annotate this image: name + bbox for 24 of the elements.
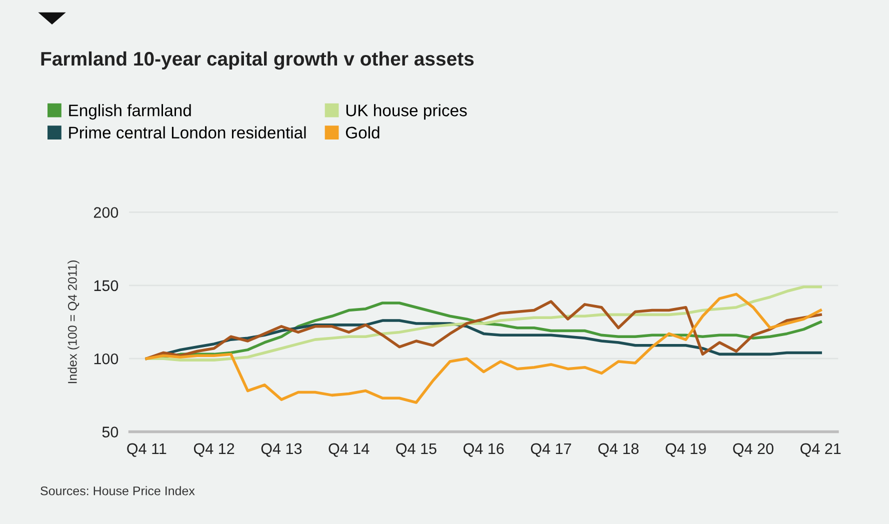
y-tick-label: 100 (94, 353, 118, 364)
y-tick-label: 50 (102, 426, 118, 438)
x-tick-label: Q4 20 (733, 443, 774, 457)
y-axis-title: Index (100 = Q4 2011) (68, 260, 80, 384)
y-tick-label: 150 (94, 280, 118, 292)
legend-label: English farmland (69, 104, 191, 120)
x-tick-label: Q4 15 (396, 443, 436, 457)
legend-label: UK house prices (346, 104, 467, 120)
x-tick-label: Q4 16 (464, 443, 504, 457)
x-tick-label: Q4 12 (194, 443, 234, 457)
x-tick-label: Q4 14 (328, 443, 370, 457)
line-series (145, 285, 822, 362)
chart-title: Farmland 10-year capital growth v other assets (41, 51, 474, 70)
x-tick-label: Q4 13 (261, 443, 302, 457)
legend-label: Gold (346, 126, 380, 139)
x-tick-label: Q4 11 (127, 443, 166, 457)
x-tick-label: Q4 17 (530, 443, 572, 457)
legend-label: Prime central London residential (69, 126, 306, 139)
x-tick-label: Q4 18 (598, 443, 639, 457)
x-tick-label: Q4 19 (666, 443, 706, 457)
y-tick-label: 200 (94, 207, 118, 218)
x-tick-label: Q4 21 (800, 443, 841, 457)
source-note: Sources: House Price Index (40, 486, 195, 496)
line-series (145, 292, 822, 404)
